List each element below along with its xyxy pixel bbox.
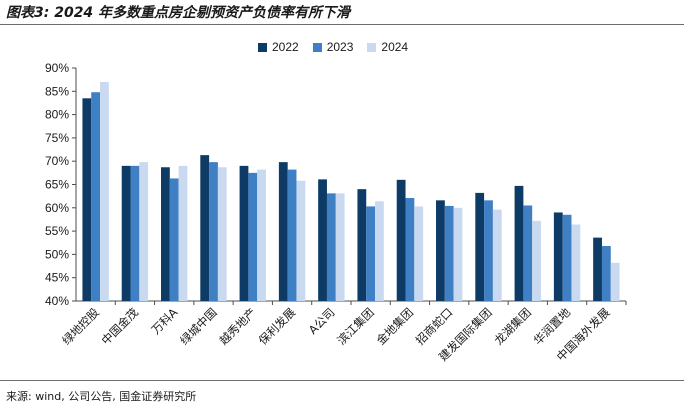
- bar-2023: [366, 206, 376, 301]
- bar-2022: [514, 185, 524, 301]
- legend-label-2022: 2022: [272, 40, 299, 54]
- bar-2023: [484, 200, 493, 301]
- bar-2022: [475, 192, 485, 301]
- bar-2024: [610, 262, 620, 301]
- bar-2024: [217, 167, 227, 301]
- bar-2024: [571, 224, 581, 301]
- chart-title: 图表3: 2024 年多数重点房企剔预资产负债率有所下滑: [6, 5, 351, 21]
- bar-2023: [444, 205, 454, 301]
- bar-2023: [562, 214, 572, 301]
- legend-label-2023: 2023: [326, 40, 354, 54]
- x-tick-label: 中国金茂: [99, 305, 142, 348]
- bar-2023: [287, 169, 297, 301]
- x-tick-label: 保利发展: [256, 305, 299, 348]
- bar-2024: [296, 180, 306, 301]
- bar-2024: [453, 207, 463, 301]
- y-tick-label: 60%: [45, 201, 69, 215]
- bar-2022: [161, 167, 170, 301]
- bar-chart: 40% 45% 50% 55% 60% 65% 70% 75% 80% 85% 90% 绿地控股中国金…: [45, 61, 627, 364]
- bar-2022: [553, 212, 563, 301]
- legend-swatch-2024: [367, 42, 377, 52]
- bar-2024: [335, 193, 345, 301]
- x-tick-label: 绿城中国: [177, 305, 219, 347]
- x-tick-label: 龙湖集团: [491, 305, 533, 347]
- bar-2022: [318, 179, 327, 301]
- bar-2024: [375, 201, 384, 301]
- legend-swatch-2023: [312, 42, 322, 52]
- y-tick-label: 45%: [45, 271, 69, 285]
- x-tick-label: 绿地控股: [59, 305, 102, 348]
- y-tick-label: 55%: [45, 224, 69, 238]
- x-tick-label: 金地集团: [374, 305, 416, 347]
- y-tick-label: 70%: [45, 154, 69, 168]
- bar-2022: [593, 237, 602, 301]
- source-note: 来源: wind, 公司公告, 国金证券研究所: [6, 390, 197, 403]
- bar-2024: [414, 206, 424, 301]
- bar-2024: [492, 209, 502, 301]
- chart-legend: 2022 2023 2024: [258, 40, 422, 54]
- bar-2023: [601, 246, 611, 301]
- bar-2024: [532, 220, 541, 301]
- x-tick-label: 万科A: [149, 305, 181, 337]
- title-divider: [0, 24, 684, 25]
- legend-swatch-2022: [258, 42, 267, 52]
- bar-2024: [139, 162, 149, 301]
- y-tick-label: 65%: [45, 178, 69, 192]
- bar-2024: [178, 165, 188, 301]
- legend-label-2024: 2024: [381, 40, 409, 54]
- x-tick-label: 滨江集团: [334, 305, 376, 347]
- y-tick-label: 50%: [45, 247, 69, 261]
- x-tick-label: A公司: [306, 305, 338, 337]
- x-tick-label: 越秀地产: [216, 305, 258, 347]
- bar-2022: [278, 162, 288, 301]
- bar-2022: [82, 98, 92, 301]
- bar-2022: [239, 165, 249, 301]
- y-tick-label: 90%: [45, 61, 69, 75]
- bar-2024: [100, 81, 109, 301]
- bar-2023: [130, 165, 140, 301]
- y-tick-label: 75%: [45, 131, 69, 145]
- y-tick-label: 80%: [45, 108, 69, 122]
- bar-2022: [121, 165, 131, 301]
- bar-2023: [248, 172, 258, 301]
- legend-item-2024: 2024: [367, 40, 408, 54]
- bar-2022: [396, 179, 406, 301]
- bar-2023: [523, 205, 533, 301]
- y-tick-label: 40%: [45, 294, 69, 308]
- bar-2022: [436, 200, 445, 301]
- legend-item-2022: 2022: [258, 40, 299, 54]
- bar-2024: [257, 169, 266, 301]
- bar-2023: [169, 178, 179, 301]
- bar-2023: [91, 92, 101, 302]
- legend-item-2023: 2023: [312, 40, 354, 54]
- y-tick-label: 85%: [45, 84, 69, 98]
- bar-2023: [405, 198, 415, 301]
- bar-2022: [357, 189, 367, 301]
- bar-2022: [200, 155, 210, 301]
- bar-2023: [209, 162, 218, 301]
- footer-divider: [0, 380, 684, 381]
- bar-2023: [326, 193, 336, 301]
